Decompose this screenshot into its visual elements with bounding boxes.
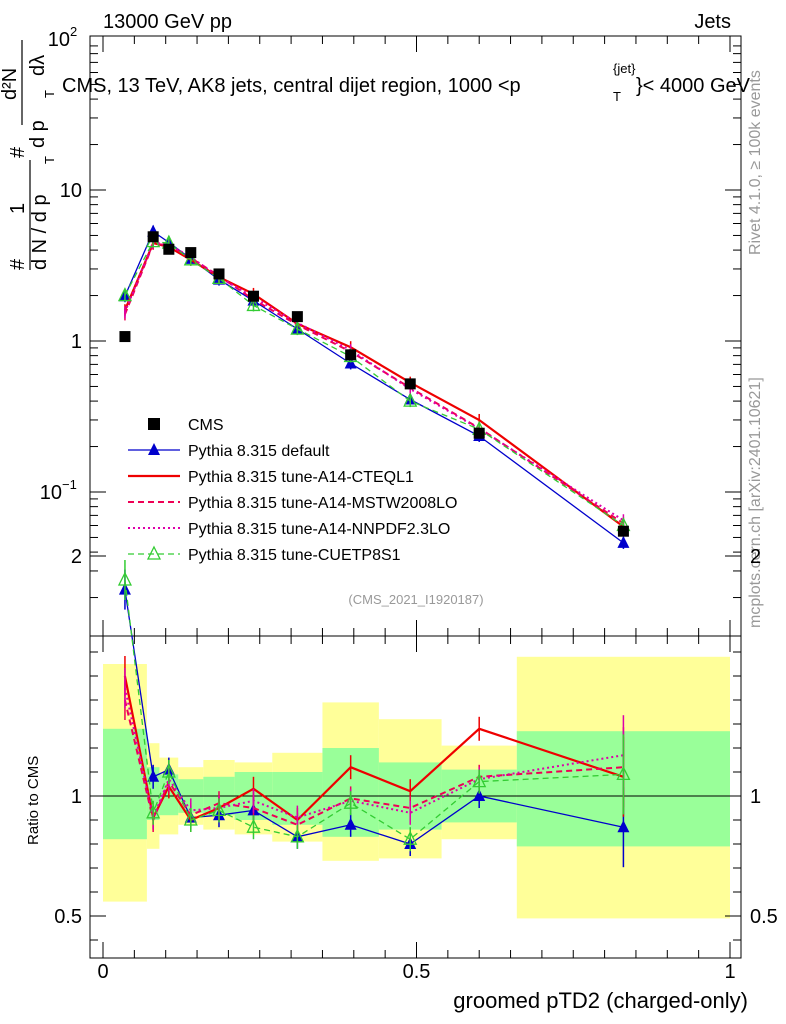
point-cms <box>345 349 357 361</box>
point-cms <box>291 311 303 323</box>
ratio-point-default <box>617 820 630 833</box>
ratio-y-tick-label-right: 2 <box>750 546 761 568</box>
point-cms <box>163 243 175 255</box>
point-default <box>617 535 630 548</box>
y-axis-label: # 1 d N / d p T # d²N d p T dλ <box>0 40 57 270</box>
x-tick-label: 0 <box>97 961 108 983</box>
ratio-y-tick-label: 0.5 <box>54 906 82 928</box>
header-right: Jets <box>694 11 731 33</box>
legend-label-default: Pythia 8.315 default <box>188 443 330 460</box>
ylabel-dndpt: d N / d p <box>29 194 51 270</box>
ratio-point-cuetp8s1 <box>161 763 176 778</box>
ratio-plot-frame <box>89 635 742 959</box>
mcplots-label: mcplots.cern.ch [arXiv:2401.10621] <box>747 377 764 628</box>
ratio-point-cuetp8s1 <box>343 794 358 809</box>
x-axis-label: groomed pTD2 (charged-only) <box>453 988 748 1013</box>
title-sub: T <box>613 89 621 104</box>
point-cms <box>617 525 629 537</box>
ratio-point-default <box>344 817 357 830</box>
legend-marker-cms <box>148 418 160 430</box>
y-tick-label-0.1: 10 <box>40 482 62 504</box>
ylabel-dl: dλ <box>27 55 49 76</box>
point-cms <box>119 331 131 343</box>
ratio-point-default <box>147 769 160 782</box>
ratio-point-cuetp8s1 <box>246 818 261 833</box>
ratio-point-cuetp8s1 <box>117 571 132 586</box>
point-cms <box>473 427 485 439</box>
point-cms <box>213 268 225 280</box>
legend-label-cteql1: Pythia 8.315 tune-A14-CTEQL1 <box>188 469 414 486</box>
point-default <box>344 356 357 369</box>
ratio-point-cuetp8s1 <box>616 765 631 781</box>
ylabel-right-hash: # <box>7 146 29 158</box>
y-tick-label-100: 10 <box>48 29 70 51</box>
ratio-point-default <box>473 789 486 801</box>
y-tick-label-0.1-exp: −1 <box>62 477 77 492</box>
main-plot-frame <box>89 35 742 637</box>
ratio-band-inner <box>103 728 147 840</box>
point-cms <box>247 290 259 302</box>
ratio-point-cuetp8s1 <box>472 773 487 788</box>
ylabel-t2: T <box>42 90 57 98</box>
ratio-y-tick-label: 2 <box>71 546 82 568</box>
legend-marker-cuetp8s1 <box>146 545 162 560</box>
rivet-label: Rivet 4.1.0, ≥ 100k events <box>747 70 764 255</box>
legend-label-nnpdf: Pythia 8.315 tune-A14-NNPDF2.3LO <box>188 521 450 538</box>
y-tick-label-10: 10 <box>60 180 82 202</box>
ylabel-t: T <box>42 156 57 164</box>
ratio-point-cuetp8s1 <box>211 801 227 817</box>
ratio-y-label: Ratio to CMS <box>25 756 42 845</box>
ylabel-one: 1 <box>7 203 29 214</box>
point-cms <box>185 247 197 259</box>
legend-marker-default <box>148 443 160 455</box>
ylabel-d2n: d²N <box>0 68 21 100</box>
ratio-point-cuetp8s1 <box>146 804 161 819</box>
y-tick-label-100-exp: 2 <box>70 24 77 39</box>
analysis-watermark: (CMS_2021_I1920187) <box>348 592 483 607</box>
point-cuetp8s1 <box>117 287 132 302</box>
legend-label-mstw: Pythia 8.315 tune-A14-MSTW2008LO <box>188 495 457 512</box>
ratio-y-tick-label: 1 <box>71 786 82 808</box>
point-cms <box>404 378 416 390</box>
ratio-point-cuetp8s1 <box>290 828 305 843</box>
title-sup: {jet} <box>613 61 636 76</box>
y-tick-label-1: 1 <box>71 331 82 353</box>
title-main: CMS, 13 TeV, AK8 jets, central dijet reg… <box>62 75 521 97</box>
x-tick-label: 0.5 <box>403 961 431 983</box>
point-cuetp8s1 <box>246 296 261 312</box>
point-cuetp8s1 <box>290 320 305 335</box>
point-cuetp8s1 <box>183 251 198 266</box>
ratio-line-cuetp8s1 <box>124 579 624 840</box>
legend-label-cuetp8s1: Pythia 8.315 tune-CUETP8S1 <box>188 547 401 564</box>
ratio-point-cuetp8s1 <box>403 830 418 845</box>
ylabel-hash: # <box>7 258 29 270</box>
point-cuetp8s1 <box>403 392 418 407</box>
plot-title: CMS, 13 TeV, AK8 jets, central dijet reg… <box>62 61 751 104</box>
x-tick-label: 1 <box>724 961 735 983</box>
header-left: 13000 GeV pp <box>103 11 232 33</box>
ylabel-dpt: d p <box>27 120 49 148</box>
ratio-point-cuetp8s1 <box>183 811 198 826</box>
ratio-y-tick-label-right: 1 <box>750 786 761 808</box>
title-tail: }< 4000 GeV <box>636 75 751 97</box>
ratio-y-tick-label-right: 0.5 <box>750 906 778 928</box>
legend-label-cms: CMS <box>188 417 224 434</box>
point-cms <box>147 231 159 243</box>
